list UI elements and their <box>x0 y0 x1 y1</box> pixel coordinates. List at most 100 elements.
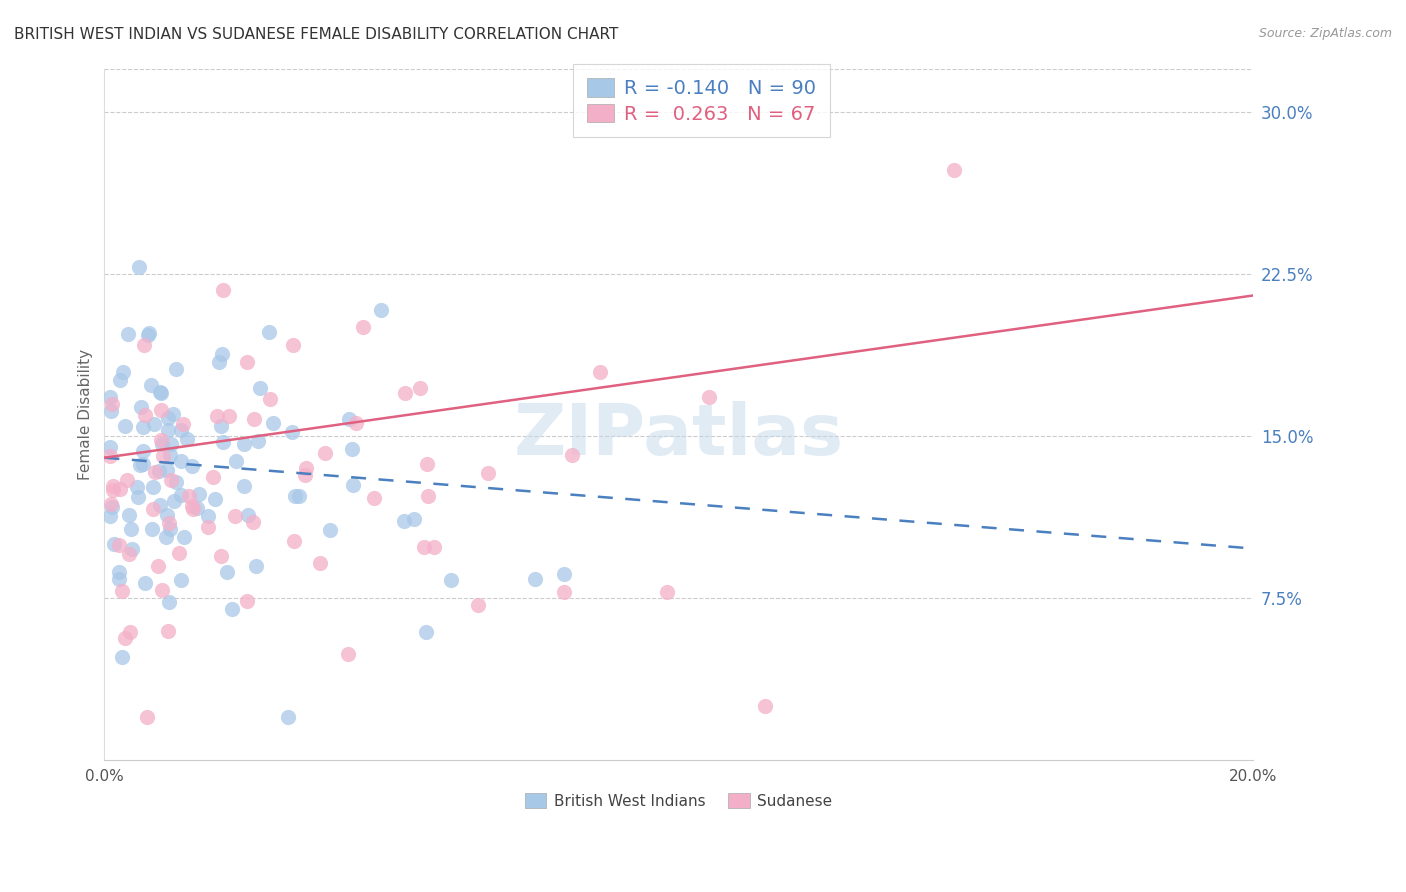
Point <box>110 482 132 496</box>
Point <box>162 407 184 421</box>
Point <box>288 489 311 503</box>
Point <box>131 457 153 471</box>
Point <box>294 461 316 475</box>
Point <box>117 326 139 341</box>
Point <box>699 390 721 404</box>
Point <box>259 392 281 406</box>
Point <box>233 437 256 451</box>
Point <box>197 508 219 523</box>
Point <box>155 529 177 543</box>
Point <box>181 459 204 474</box>
Point <box>100 404 122 418</box>
Point <box>157 595 180 609</box>
Point <box>143 465 166 479</box>
Point <box>114 419 136 434</box>
Point <box>337 648 360 662</box>
Point <box>131 420 153 434</box>
Point <box>204 491 226 506</box>
Point <box>134 575 156 590</box>
Point <box>363 491 385 505</box>
Point <box>477 466 499 480</box>
Point <box>108 566 131 580</box>
Point <box>150 403 173 417</box>
Point <box>242 412 264 426</box>
Point <box>352 320 374 334</box>
Point <box>98 440 121 454</box>
Point <box>177 489 200 503</box>
Point <box>101 479 124 493</box>
Point <box>150 433 173 447</box>
Point <box>201 469 224 483</box>
Point <box>186 501 208 516</box>
Point <box>249 381 271 395</box>
Point <box>159 522 181 536</box>
Point <box>409 381 432 395</box>
Point <box>157 423 180 437</box>
Point <box>404 512 426 526</box>
Point <box>141 522 163 536</box>
Point <box>118 508 141 522</box>
Point <box>98 390 121 404</box>
Point <box>146 558 169 573</box>
Point <box>115 473 138 487</box>
Point <box>149 384 172 399</box>
Point <box>101 397 124 411</box>
Point <box>108 373 131 387</box>
Point <box>209 418 232 433</box>
Point <box>281 425 304 439</box>
Point <box>138 326 160 340</box>
Point <box>415 624 437 639</box>
Point <box>170 453 193 467</box>
Point <box>233 479 256 493</box>
Point <box>394 514 416 528</box>
Point <box>170 488 193 502</box>
Point <box>98 509 121 524</box>
Point <box>467 598 489 612</box>
Point <box>209 549 232 564</box>
Point <box>108 572 131 586</box>
Point <box>247 434 270 449</box>
Point <box>217 565 239 579</box>
Point <box>197 520 219 534</box>
Point <box>208 355 231 369</box>
Point <box>560 448 582 462</box>
Point <box>108 538 131 552</box>
Legend: British West Indians, Sudanese: British West Indians, Sudanese <box>519 788 838 815</box>
Point <box>224 509 246 524</box>
Point <box>170 574 193 588</box>
Point <box>142 501 165 516</box>
Point <box>159 448 181 462</box>
Point <box>156 508 179 523</box>
Point <box>346 416 368 430</box>
Point <box>589 365 612 379</box>
Text: BRITISH WEST INDIAN VS SUDANESE FEMALE DISABILITY CORRELATION CHART: BRITISH WEST INDIAN VS SUDANESE FEMALE D… <box>14 27 619 42</box>
Point <box>423 541 446 555</box>
Point <box>101 500 124 515</box>
Point <box>155 463 177 477</box>
Point <box>416 457 439 471</box>
Point <box>120 624 142 639</box>
Point <box>136 710 159 724</box>
Point <box>242 516 264 530</box>
Point <box>754 699 776 714</box>
Point <box>157 624 180 638</box>
Point <box>157 516 180 531</box>
Point <box>163 494 186 508</box>
Point <box>337 412 360 426</box>
Point <box>225 454 247 468</box>
Point <box>236 508 259 522</box>
Point <box>211 283 233 297</box>
Point <box>125 480 148 494</box>
Point <box>235 355 257 369</box>
Point <box>553 567 575 582</box>
Point <box>183 502 205 516</box>
Point <box>277 710 299 724</box>
Point <box>294 468 316 483</box>
Text: ZIPatlas: ZIPatlas <box>513 401 844 470</box>
Point <box>172 417 194 432</box>
Point <box>181 499 204 513</box>
Point <box>440 573 463 587</box>
Point <box>128 260 150 275</box>
Point <box>257 326 280 340</box>
Point <box>236 593 259 607</box>
